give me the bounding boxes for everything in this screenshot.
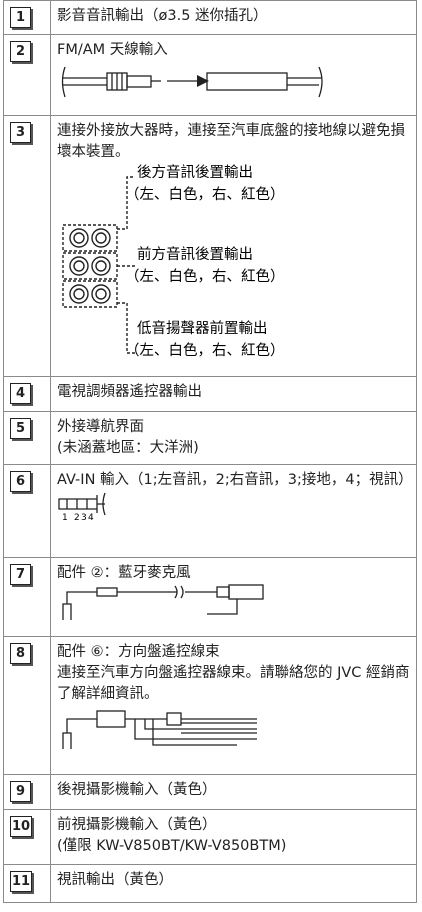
row: 9 後視攝影機輸入（黃色） (3, 774, 417, 810)
row-number: 6 (10, 471, 31, 492)
figure-label: 4 (88, 513, 94, 521)
row-text: 視訊輸出（黃色） (57, 872, 173, 888)
row: 11 視訊輸出（黃色） (3, 864, 417, 903)
figure-label: （左、白色，右、紅色） (125, 186, 285, 203)
figure-label: 後方音訊後置輸出 (137, 164, 253, 181)
row: 4 電視調頻器遙控器輸出 (3, 376, 417, 412)
row-text: 連接至汽車方向盤遙控器線束。請聯絡您的 JVC 經銷商了解詳細資訊。 (57, 665, 410, 702)
row-text: 外接導航界面 (57, 419, 144, 435)
row-text: 前視攝影機輸入（黃色） (57, 817, 217, 833)
row-text: 配件 ②：藍牙麥克風 (57, 565, 191, 581)
row: 1 影音音訊輸出（ø3.5 迷你插孔） (3, 0, 417, 35)
row-text: 影音音訊輸出（ø3.5 迷你插孔） (57, 8, 268, 24)
row-number: 11 (10, 871, 33, 892)
row-text: FM/AM 天線輸入 (57, 42, 168, 58)
figure-label: 2 (74, 513, 80, 521)
row-number: 8 (10, 643, 31, 664)
connection-table: 1 影音音訊輸出（ø3.5 迷你插孔） 2 FM/AM 天線輸入 3 連接外接放大器時… (3, 0, 417, 903)
figure-label: （左、白色，右、紅色） (125, 268, 285, 285)
rca-figure: 後方音訊後置輸出 （左、白色，右、紅色） 前方音訊後置輸出 （左、白色，右、紅色… (62, 164, 285, 359)
row-number: 9 (10, 781, 31, 802)
row: 8 配件 ⑥：方向盤遙控線束連接至汽車方向盤遙控器線束。請聯絡您的 JVC 經銷商… (3, 636, 417, 775)
row-number: 2 (10, 41, 31, 62)
row-number: 4 (10, 383, 31, 404)
row-number: 1 (10, 7, 31, 28)
antenna-figure (61, 66, 323, 98)
figure-label: 1 (62, 513, 68, 521)
row-text: 配件 ⑥：方向盤遙控線束 (57, 644, 220, 660)
figure-label: 3 (81, 513, 87, 521)
row: 5 外接導航界面 (未涵蓋地區：大洋洲) (3, 411, 417, 465)
row-number: 3 (10, 122, 31, 143)
figure-label: 前方音訊後置輸出 (137, 246, 253, 263)
row: 10 前視攝影機輸入（黃色） (僅限 KW-V850BT/KW-V850BTM) (3, 809, 417, 865)
microphone-figure (62, 584, 264, 620)
figure-label: （左、白色，右、紅色） (125, 342, 285, 359)
figure-label: 低音揚聲器前置輸出 (137, 320, 268, 337)
row: 7 配件 ②：藍牙麥克風 (3, 557, 417, 637)
steering-remote-figure (62, 710, 257, 749)
row: 3 連接外接放大器時，連接至汽車底盤的接地線以避免損壞本裝置。 後方音訊後置輸出 … (3, 115, 417, 377)
row-text: 後視攝影機輸入（黃色） (57, 782, 217, 798)
row-text: 連接外接放大器時，連接至汽車底盤的接地線以避免損壞本裝置。 (57, 123, 405, 160)
row-text: (僅限 KW-V850BT/KW-V850BTM) (57, 838, 287, 854)
row-number: 10 (10, 816, 33, 837)
row: 2 FM/AM 天線輸入 (3, 34, 417, 116)
row-number: 7 (10, 564, 31, 585)
row-text: 電視調頻器遙控器輸出 (57, 384, 202, 400)
row-text: AV-IN 輸入（1;左音訊，2;右音訊，3;接地，4；視訊） (57, 472, 413, 488)
row-number: 5 (10, 418, 31, 439)
row-text: (未涵蓋地區：大洋洲) (57, 440, 199, 456)
